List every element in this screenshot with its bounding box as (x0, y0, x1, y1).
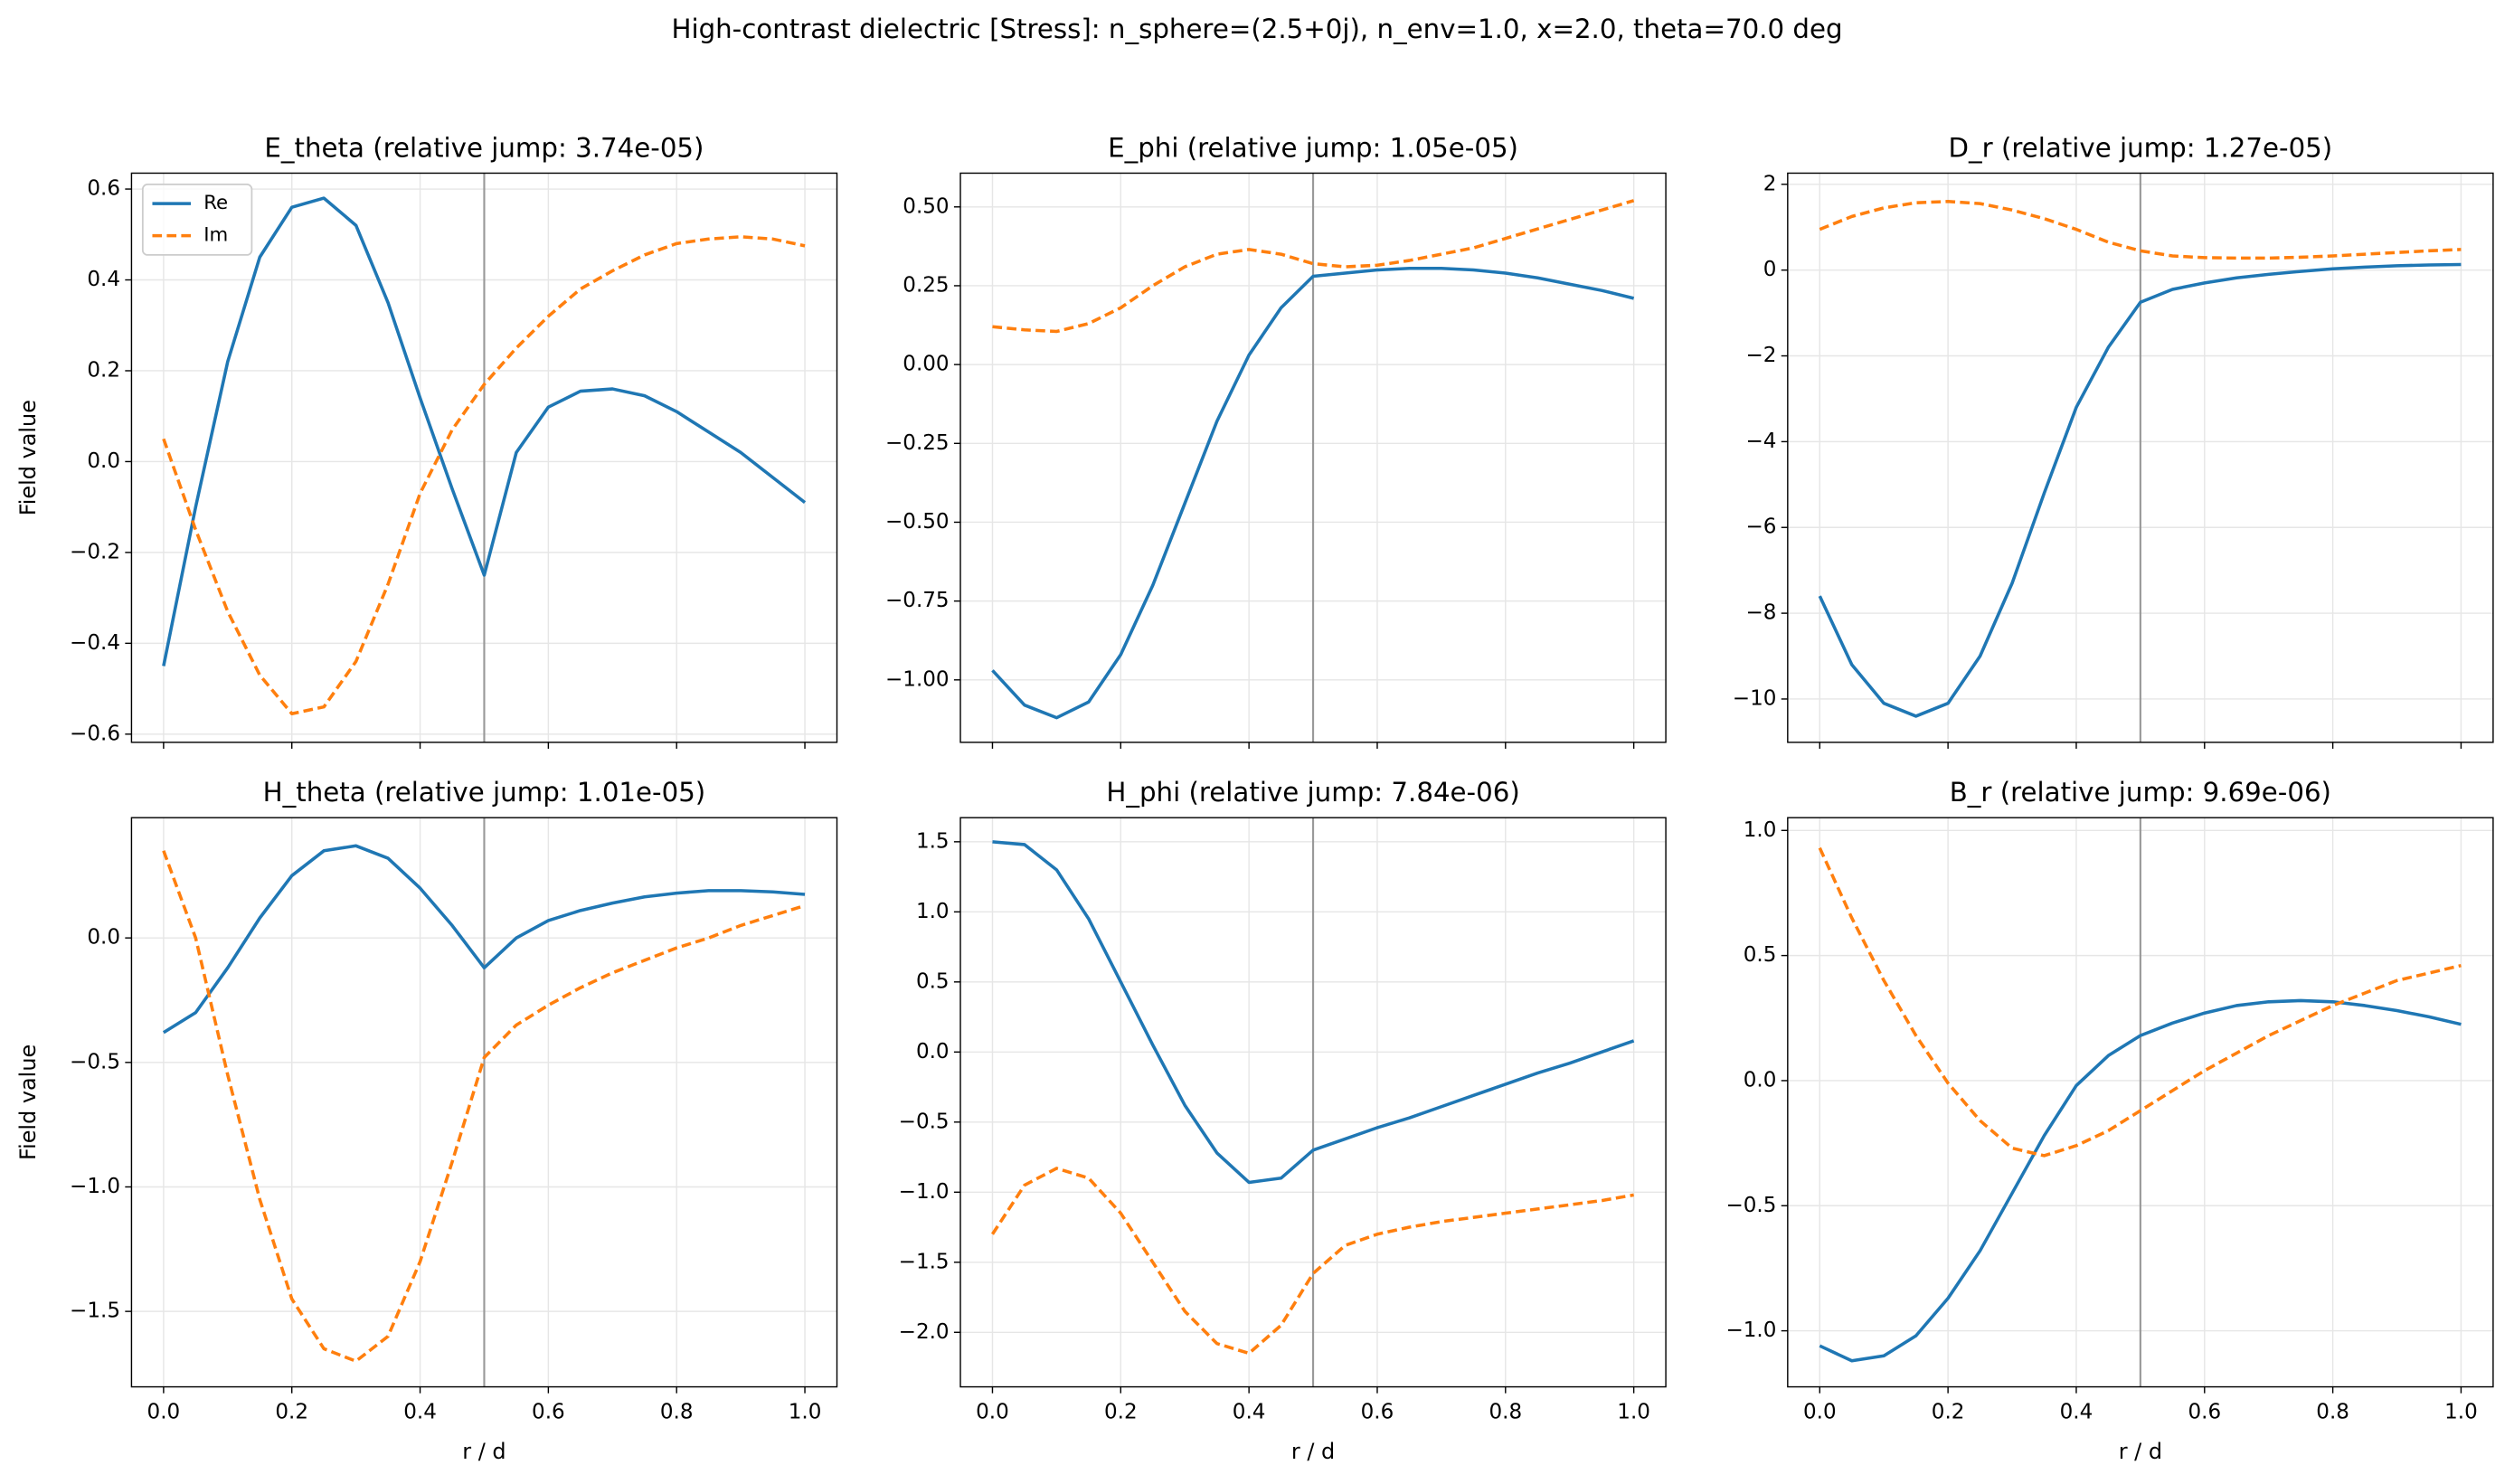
y-tick-label: 0.0 (87, 449, 120, 473)
x-tick-label: 0.4 (1233, 1400, 1266, 1423)
series-line (1819, 998, 2462, 1363)
y-tick-label: 0.00 (903, 353, 949, 376)
series-line (162, 235, 806, 715)
subplot-title: H_theta (relative jump: 1.01e-05) (263, 777, 706, 808)
axes-frame (959, 817, 1667, 1388)
y-tick-label: 1.0 (916, 900, 950, 923)
y-tick-label: −0.5 (70, 1050, 120, 1073)
y-tick-label: 0.5 (916, 969, 950, 993)
subplot: −0.6 −0.4 −0.2 0.0 0.2 0.4 0.6 E_theta (relativ… (15, 132, 838, 749)
x-tick-label: 0.8 (2316, 1400, 2349, 1423)
x-tick-label: 0.6 (1361, 1400, 1394, 1423)
subplot-title: E_phi (relative jump: 1.05e-05) (1108, 132, 1518, 163)
legend-label: Im (203, 224, 228, 247)
figure-title: High-contrast dielectric [Stress]: n_sph… (671, 14, 1842, 44)
y-tick-label: 0.0 (1744, 1068, 1777, 1092)
x-tick-label: 0.2 (1104, 1400, 1138, 1423)
series-line (162, 850, 806, 1363)
axes-frame (130, 172, 838, 743)
y-tick-label: −0.25 (885, 431, 950, 455)
legend-label: Re (203, 192, 228, 214)
subplot-title: B_r (relative jump: 9.69e-06) (1950, 777, 2331, 808)
y-tick-label: −0.5 (1725, 1194, 1776, 1217)
y-tick-label: −1.0 (70, 1175, 120, 1198)
y-tick-label: −1.00 (885, 667, 950, 691)
x-tick-label: 0.8 (660, 1400, 694, 1423)
axes-frame (1787, 172, 2494, 743)
y-tick-label: −2 (1745, 344, 1776, 367)
y-tick-label: 1.5 (916, 829, 950, 853)
x-tick-label: 0.0 (147, 1400, 181, 1423)
series-line (991, 267, 1635, 720)
x-axis-label: r / d (462, 1439, 506, 1464)
y-tick-label: −0.6 (70, 722, 120, 745)
y-tick-label: −1.5 (899, 1250, 950, 1273)
y-tick-label: −1.0 (1725, 1319, 1776, 1342)
subplot: −10 −8 −6 −4 −2 0 2 D_r (relative jump: 1.27e-0… (1733, 132, 2494, 749)
y-tick-label: −1.5 (70, 1300, 120, 1323)
series-line (992, 840, 1635, 1185)
y-tick-label: −0.2 (70, 540, 120, 563)
series-line (992, 199, 1635, 334)
y-tick-label: −2.0 (899, 1320, 950, 1344)
y-tick-label: 0.0 (87, 926, 120, 950)
y-tick-label: −4 (1745, 430, 1776, 453)
series-line (1819, 200, 2462, 260)
subplot: −1.00 −0.75 −0.50 −0.25 0.00 0.25 0.50 E_phi (r… (885, 132, 1667, 749)
y-tick-label: −0.75 (885, 589, 950, 612)
subplot-title: H_phi (relative jump: 7.84e-06) (1106, 777, 1519, 808)
y-tick-label: 0.2 (87, 358, 120, 382)
y-tick-label: −0.5 (899, 1110, 950, 1133)
x-tick-label: 1.0 (2444, 1400, 2478, 1423)
x-tick-label: 1.0 (789, 1400, 822, 1423)
y-tick-label: 0.5 (1744, 943, 1777, 967)
x-tick-label: 1.0 (1617, 1400, 1650, 1423)
x-axis-label: r / d (1291, 1439, 1335, 1464)
x-tick-label: 0.6 (532, 1400, 565, 1423)
axes-frame (1787, 817, 2494, 1388)
y-tick-label: −6 (1745, 515, 1776, 539)
subplot: 0.0 0.2 0.4 0.6 0.8 1.0 −2.0 −1.5 −1.0 −0.5 0.0 0.5… (899, 777, 1667, 1464)
y-tick-label: −8 (1745, 601, 1776, 625)
y-tick-label: 0.4 (87, 268, 120, 291)
y-tick-label: −0.4 (70, 631, 120, 655)
x-tick-label: 0.2 (275, 1400, 308, 1423)
subplot-title: D_r (relative jump: 1.27e-05) (1949, 132, 2333, 163)
y-tick-label: 0.25 (903, 273, 949, 297)
y-tick-label: 2 (1763, 172, 1777, 195)
y-tick-label: −10 (1733, 686, 1777, 710)
series-line (162, 844, 806, 1035)
axes-frame (130, 817, 838, 1388)
y-tick-label: 1.0 (1744, 818, 1777, 842)
y-tick-label: 0.0 (916, 1040, 950, 1063)
axes-frame (959, 172, 1667, 743)
y-axis-label: Field value (15, 400, 41, 515)
y-tick-label: 0 (1763, 258, 1777, 281)
y-tick-label: 0.6 (87, 177, 120, 201)
y-axis-label: Field value (15, 1044, 41, 1160)
subplot: 0.0 0.2 0.4 0.6 0.8 1.0 −1.0 −0.5 0.0 0.5 1.0 B_r (… (1725, 777, 2494, 1464)
series-line (162, 196, 807, 666)
legend-box (141, 183, 253, 256)
x-tick-label: 0.8 (1489, 1400, 1522, 1423)
subplot: 0.0 0.2 0.4 0.6 0.8 1.0 −1.5 −1.0 −0.5 0.0 H_theta… (15, 777, 838, 1464)
x-tick-label: 0.6 (2188, 1400, 2221, 1423)
y-tick-label: −0.50 (885, 510, 950, 534)
x-tick-label: 0.4 (403, 1400, 437, 1423)
x-tick-label: 0.0 (976, 1400, 1009, 1423)
x-axis-label: r / d (2119, 1439, 2162, 1464)
y-tick-label: 0.50 (903, 194, 949, 218)
x-tick-label: 0.0 (1803, 1400, 1837, 1423)
y-tick-label: −1.0 (899, 1180, 950, 1204)
series-line (1818, 262, 2462, 718)
x-tick-label: 0.2 (1932, 1400, 1965, 1423)
series-line (1818, 846, 2462, 1158)
subplot-title: E_theta (relative jump: 3.74e-05) (264, 132, 704, 163)
x-tick-label: 0.4 (2060, 1400, 2093, 1423)
